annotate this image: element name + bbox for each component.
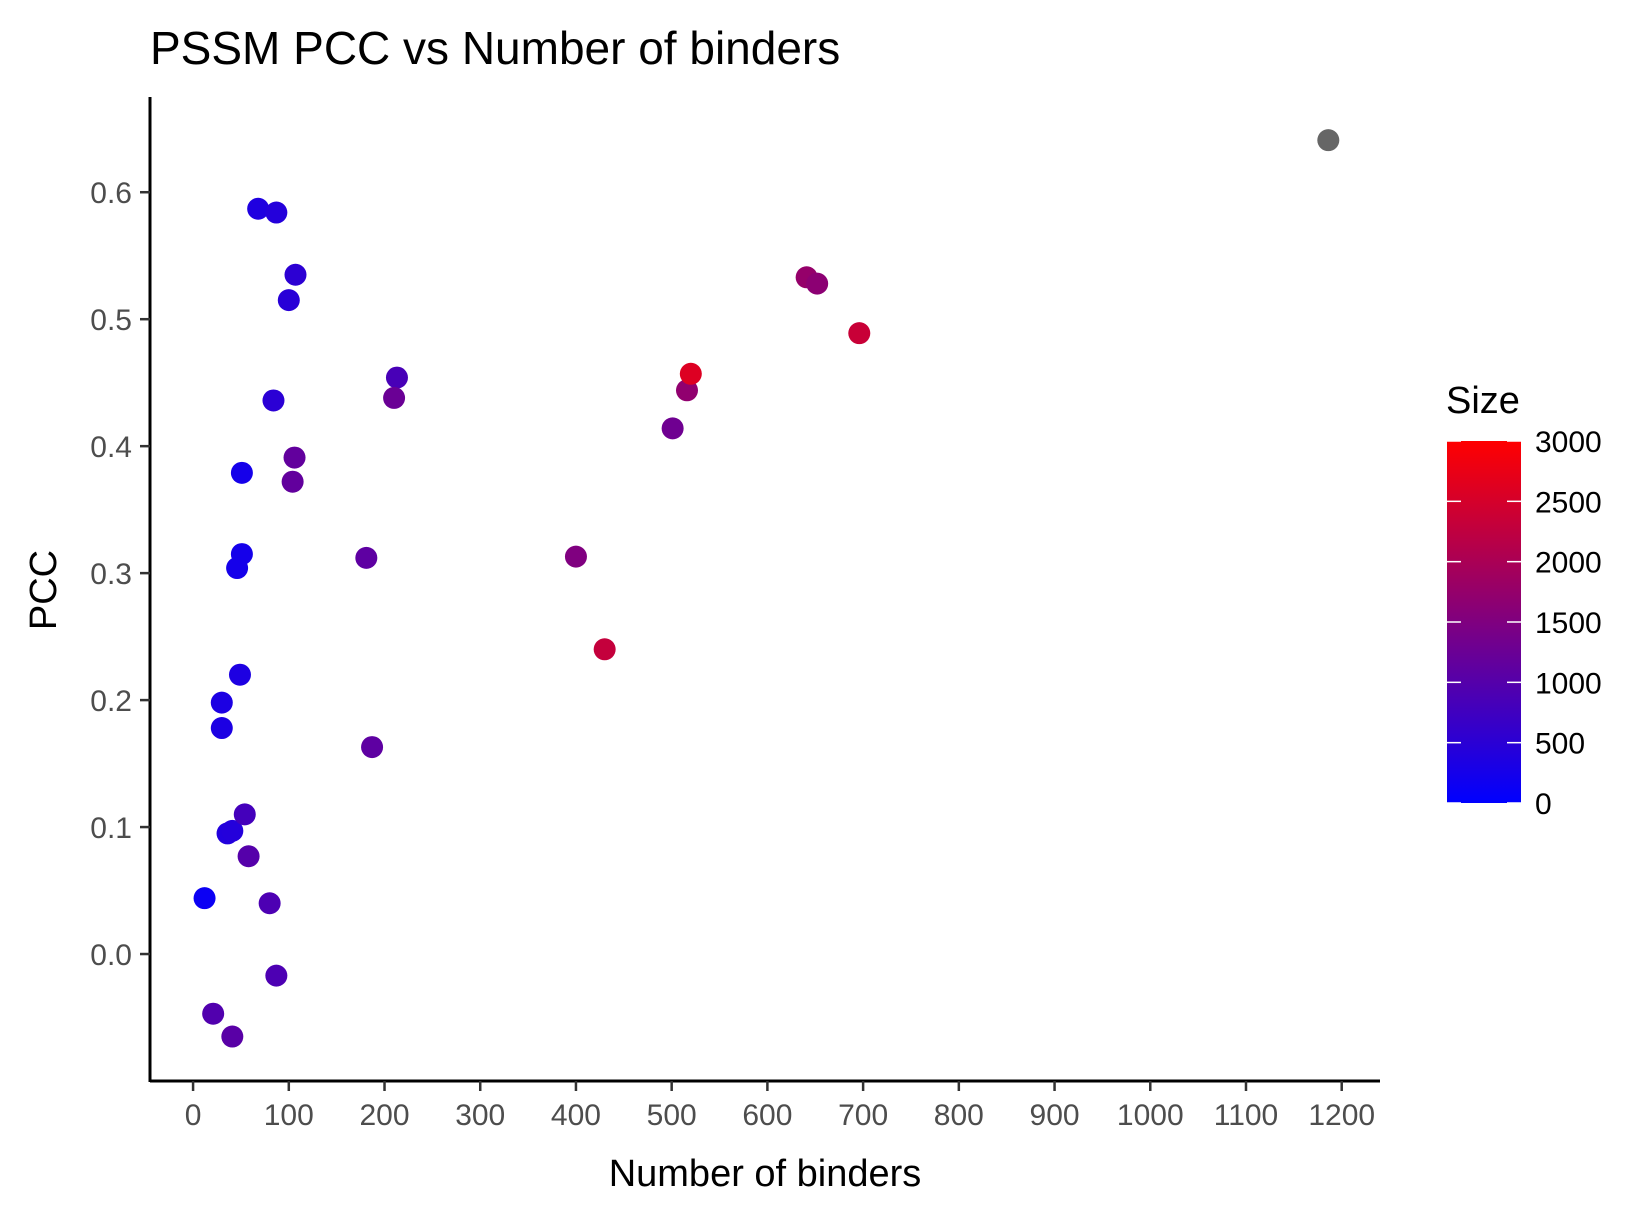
data-point [237, 845, 260, 868]
x-tick-label: 100 [264, 1099, 314, 1132]
data-point [265, 964, 288, 987]
data-point [230, 461, 253, 484]
data-point [258, 892, 281, 915]
data-point [262, 389, 285, 412]
y-tick-label: 0.1 [90, 812, 132, 845]
legend-tick-label: 3000 [1535, 426, 1602, 459]
data-point [675, 379, 698, 402]
y-tick-label: 0.3 [90, 558, 132, 591]
data-point [228, 663, 251, 686]
x-tick-label: 800 [934, 1099, 984, 1132]
y-tick-label: 0.4 [90, 431, 132, 464]
legend-tick-label: 2500 [1535, 486, 1602, 519]
x-tick-label: 1200 [1308, 1099, 1375, 1132]
data-point [277, 289, 300, 312]
data-point [233, 803, 256, 826]
x-tick-label: 0 [185, 1099, 202, 1132]
data-point [848, 322, 871, 345]
legend-title: Size [1446, 380, 1520, 422]
data-point [806, 272, 829, 295]
data-point [202, 1002, 225, 1025]
data-point [1317, 129, 1340, 152]
y-tick-label: 0.5 [90, 304, 132, 337]
chart-title: PSSM PCC vs Number of binders [150, 22, 840, 74]
data-point [226, 557, 249, 580]
legend-tick-label: 1000 [1535, 667, 1602, 700]
x-tick-label: 300 [455, 1099, 505, 1132]
y-axis-title: PCC [23, 550, 65, 630]
x-tick-label: 700 [838, 1099, 888, 1132]
x-tick-label: 1100 [1214, 1099, 1279, 1132]
legend-tick-label: 500 [1535, 728, 1585, 761]
data-point [661, 417, 684, 440]
data-point [221, 819, 244, 842]
data-point [361, 736, 384, 759]
x-tick-label: 900 [1030, 1099, 1080, 1132]
legend-tick-label: 2000 [1535, 547, 1602, 580]
legend-tick-label: 1500 [1535, 607, 1602, 640]
y-tick-label: 0.2 [90, 685, 132, 718]
data-point [247, 197, 270, 220]
data-point [210, 717, 233, 740]
x-tick-label: 500 [647, 1099, 697, 1132]
data-point [283, 446, 306, 469]
data-point [679, 362, 702, 385]
y-tick-label: 0.6 [90, 177, 132, 210]
data-point [281, 470, 304, 493]
legend-ticks: 0 500 1000 1500 2000 2500 3000 [1447, 426, 1602, 821]
data-point [193, 887, 216, 910]
x-axis-title: Number of binders [609, 1153, 922, 1195]
data-point [210, 691, 233, 714]
legend-tick-label: 0 [1535, 788, 1552, 821]
x-tick-label: 600 [742, 1099, 792, 1132]
size-legend: Size 0 500 1000 1500 2000 2500 3000 [1446, 380, 1602, 821]
data-point [221, 1025, 244, 1048]
x-tick-label: 400 [551, 1099, 601, 1132]
data-point [284, 263, 307, 286]
data-point [564, 545, 587, 568]
data-point [265, 201, 288, 224]
data-point [385, 366, 408, 389]
points-layer [193, 129, 1340, 1048]
x-axis: 0 100 200 300 400 500 600 700 800 900 1000 1100 1200 [150, 1079, 1380, 1132]
x-tick-label: 1000 [1117, 1099, 1184, 1132]
data-point [355, 546, 378, 569]
y-axis: 0.0 0.1 0.2 0.3 0.4 0.5 0.6 [90, 97, 152, 1082]
data-point [383, 386, 406, 409]
y-tick-label: 0.0 [90, 939, 132, 972]
data-point [593, 638, 616, 661]
x-tick-label: 200 [359, 1099, 409, 1132]
